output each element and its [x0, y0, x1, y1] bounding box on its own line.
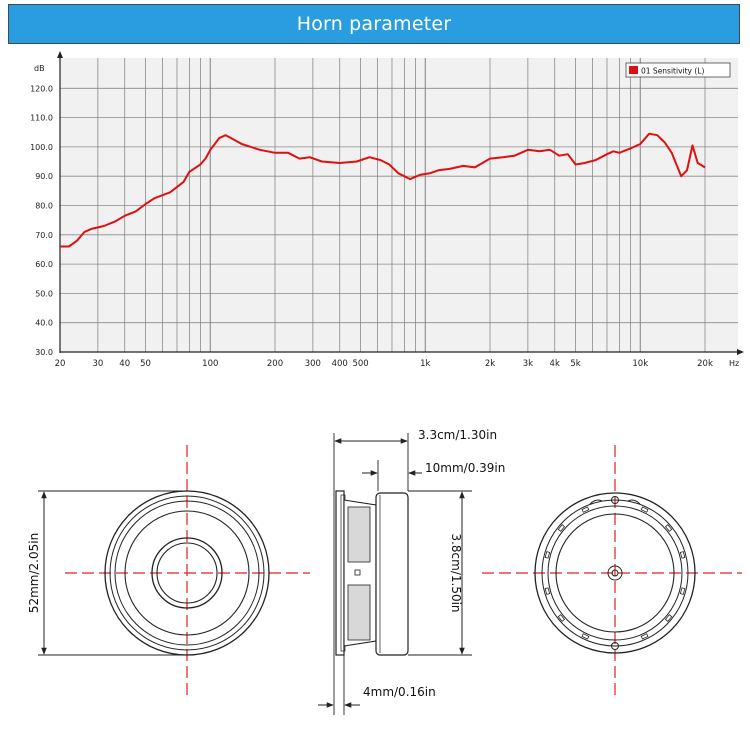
mounting-slot: [544, 551, 551, 559]
y-tick-label: 40.0: [35, 319, 53, 328]
terminal-tab-left: [589, 499, 603, 505]
legend: 01 Sensitivity (L): [625, 62, 731, 78]
x-tick-label: 500: [352, 359, 368, 369]
cone-edge: [124, 510, 250, 636]
grid-x: [59, 58, 706, 352]
x-tick-label: 3k: [523, 359, 533, 369]
y-tick-label: 30.0: [35, 348, 53, 357]
mounting-slot: [557, 614, 566, 622]
rear-mount-ring: [547, 505, 683, 641]
legend-label: 01 Sensitivity (L): [641, 67, 704, 76]
x-tick-label: 4k: [550, 359, 560, 369]
mounting-slot: [557, 524, 566, 532]
frequency-response-chart: 30.0 40.0 50.0 60.0 70.0 80.0 90.0 100.0 110.0 12…: [30, 51, 744, 369]
x-tick-label: 300: [305, 359, 321, 369]
mounting-slot: [640, 633, 649, 640]
mounting-slot: [664, 524, 673, 532]
x-tick-labels: 20 30 40 50 100 200 300 400 500 1k 2k 3k 4k 5k 10k 20k: [55, 359, 713, 369]
dim-flange-thickness: 4mm/0.16in: [363, 685, 436, 699]
legend-box: [625, 62, 731, 78]
y-tick-label: 50.0: [35, 289, 53, 298]
y-tick-label: 80.0: [35, 202, 53, 211]
x-axis-label: Hz: [729, 359, 739, 368]
rear-view: [482, 445, 742, 700]
y-tick-label: 100.0: [30, 143, 53, 152]
mounting-slot: [581, 633, 590, 640]
series-line-sensitivity: [60, 132, 706, 248]
rear-rim-inner: [541, 499, 689, 647]
x-tick-label: 400: [332, 359, 348, 369]
y-tick-label: 110.0: [30, 114, 53, 123]
x-tick-label: 100: [202, 359, 218, 369]
terminal: [354, 569, 361, 576]
x-axis-arrow: [737, 349, 744, 355]
y-axis-arrow: [57, 51, 63, 58]
basket-window-top: [347, 506, 371, 563]
x-tick-label: 5k: [570, 359, 580, 369]
x-tick-label: 10k: [632, 359, 648, 369]
header-banner: Horn parameter: [8, 4, 740, 44]
dust-cap-ring: [151, 537, 223, 609]
magnet: [375, 492, 409, 656]
dim-total-depth: 3.3cm/1.30in: [418, 428, 497, 442]
mounting-slot: [664, 614, 673, 622]
x-tick-label: 1k: [420, 359, 430, 369]
speaker-dimension-drawing: 52mm/2.05in 3.3cm/1.30in 10mm/0.39in 3.8…: [27, 428, 742, 715]
x-tick-label: 30: [92, 359, 103, 369]
y-tick-labels: 30.0 40.0 50.0 60.0 70.0 80.0 90.0 100.0 110.0 12…: [30, 84, 53, 357]
rim-inner: [109, 495, 265, 651]
rear-magnet: [555, 513, 675, 633]
dim-outer-diameter: 52mm/2.05in: [27, 533, 41, 613]
x-tick-label: 20k: [697, 359, 713, 369]
vent-hole-outer: [607, 565, 623, 581]
x-tick-label: 2k: [485, 359, 495, 369]
front-view: 52mm/2.05in: [27, 445, 310, 700]
basket-window-bottom: [347, 584, 371, 641]
terminal-bottom: [611, 642, 619, 650]
page-title: Horn parameter: [296, 13, 452, 35]
y-tick-label: 120.0: [30, 84, 53, 93]
rear-mounting-slots: [544, 506, 686, 640]
plot-area: [60, 58, 738, 352]
y-tick-label: 90.0: [35, 172, 53, 181]
x-tick-label: 20: [55, 359, 66, 369]
dim-frame-height: 3.8cm/1.50in: [449, 533, 463, 612]
rear-outer-rim: [534, 492, 696, 654]
y-tick-label: 60.0: [35, 260, 53, 269]
mounting-slot: [544, 587, 551, 595]
y-axis-label: dB: [34, 64, 45, 73]
side-view: 3.3cm/1.30in 10mm/0.39in 3.8cm/1.50in 4m…: [318, 428, 505, 715]
mounting-slot: [679, 551, 686, 559]
terminal-tab-right: [627, 499, 641, 505]
x-tick-label: 50: [140, 359, 151, 369]
terminal-top: [611, 496, 619, 504]
y-tick-label: 70.0: [35, 231, 53, 240]
surround: [114, 500, 260, 646]
vent-hole-inner: [611, 569, 619, 577]
mounting-slot: [581, 506, 590, 513]
x-tick-label: 200: [267, 359, 283, 369]
dim-magnet-depth: 10mm/0.39in: [425, 461, 505, 475]
mounting-slot: [640, 506, 649, 513]
mounting-slot: [679, 587, 686, 595]
dust-cap: [156, 542, 218, 604]
flange: [335, 490, 345, 656]
x-tick-label: 40: [119, 359, 130, 369]
legend-swatch: [629, 66, 638, 74]
